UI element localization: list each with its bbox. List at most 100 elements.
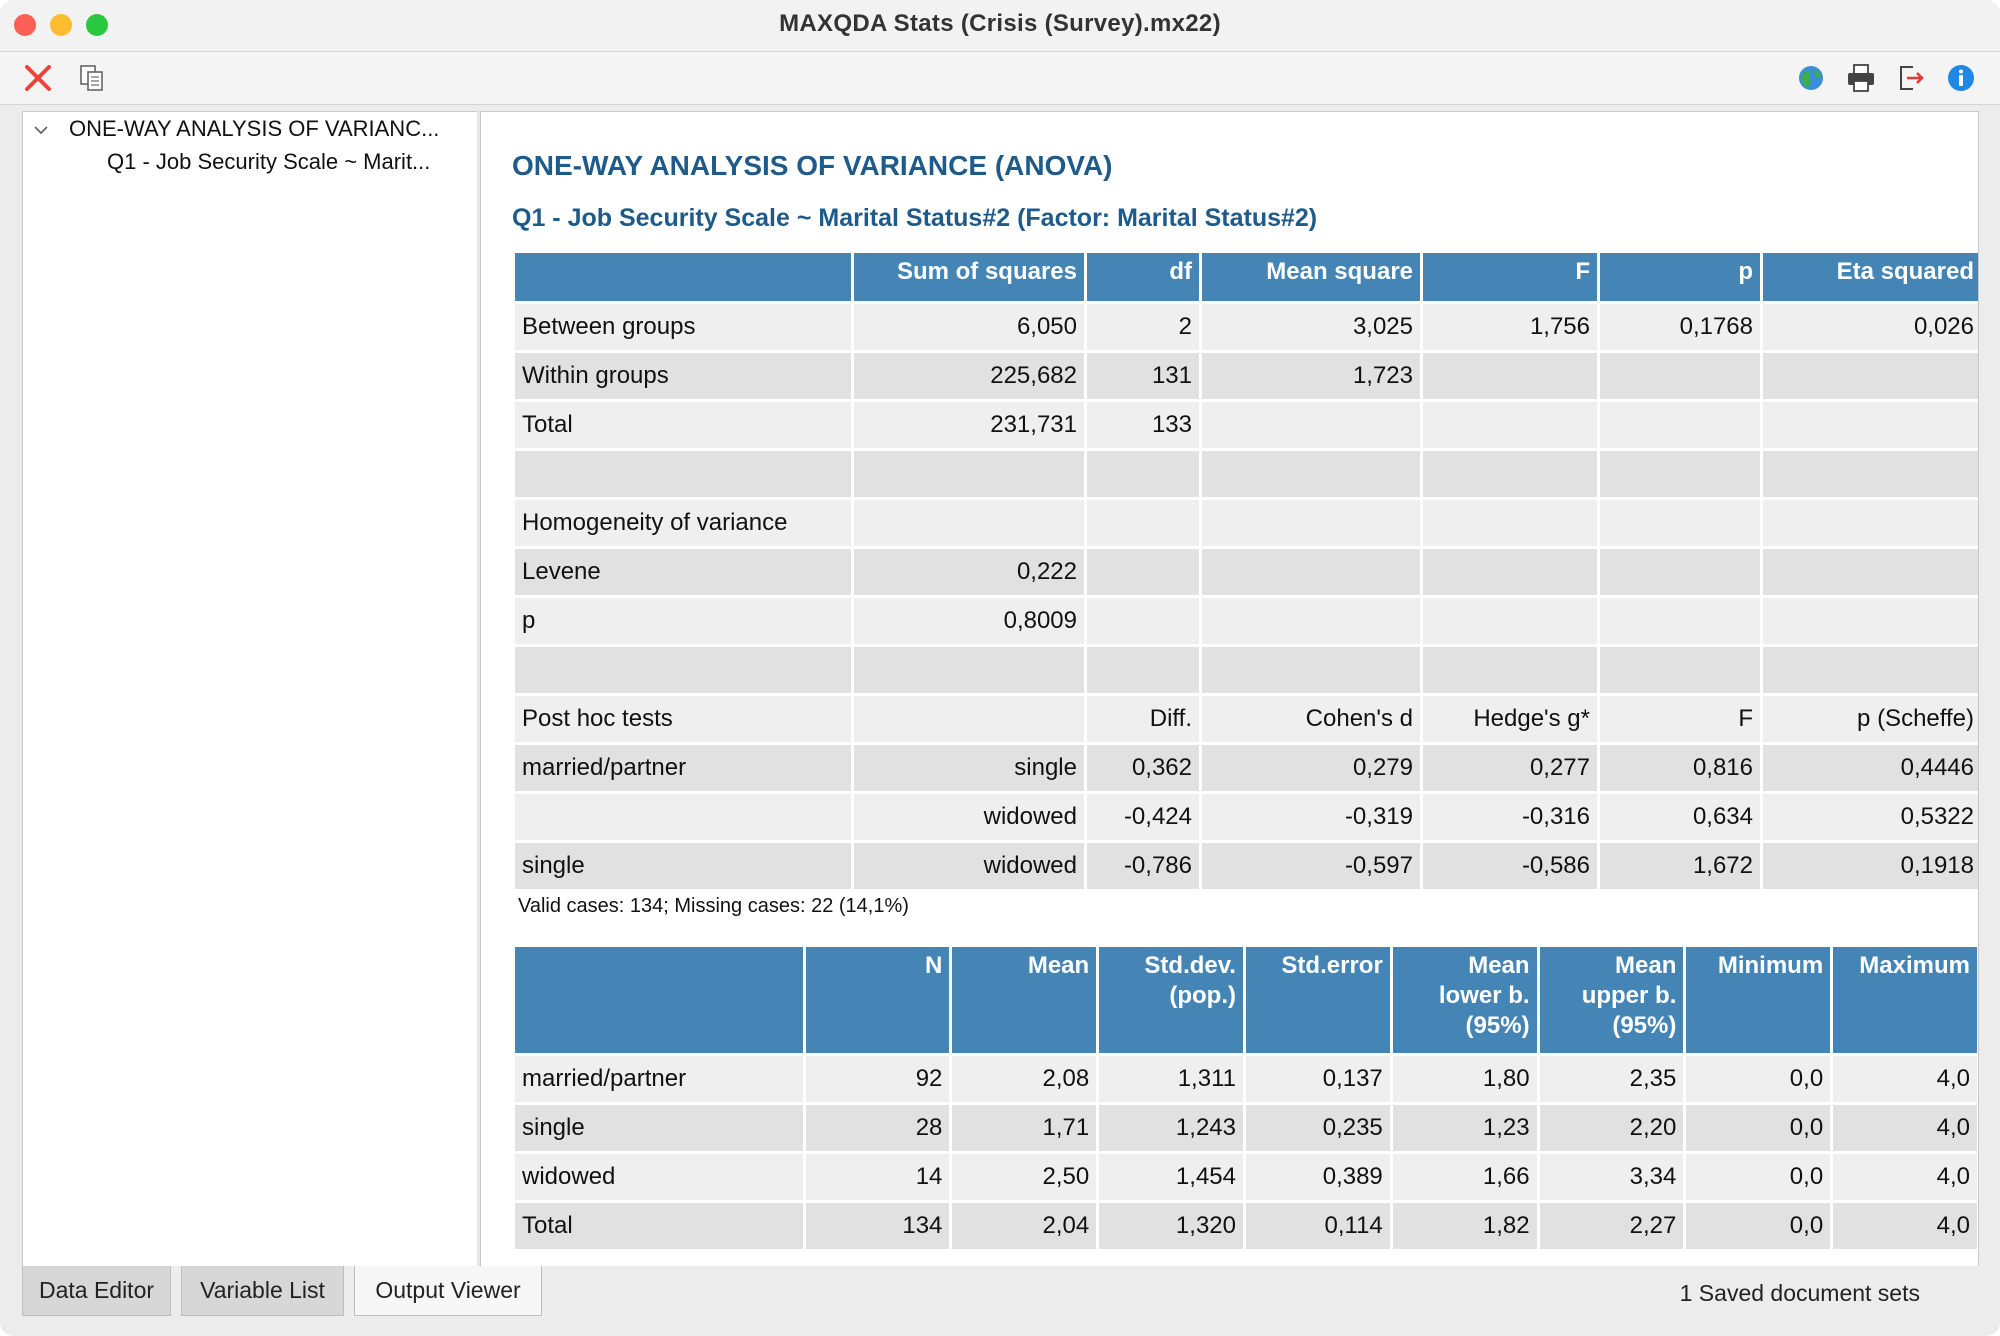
anova-cell [1423,353,1597,399]
anova-row: single widowed -0,786 -0,597 -0,586 1,672 0,19… [515,843,1978,889]
descriptives-cell: 28 [805,1105,950,1151]
cases-note: Valid cases: 134; Missing cases: 22 (14,… [518,895,909,917]
descriptives-header-cell: N [805,947,950,1053]
anova-row: Total 231,731 133 [515,402,1978,448]
anova-cell [1763,353,1978,399]
anova-cell [1087,647,1199,693]
anova-cell [1202,598,1420,644]
descriptives-header-cell: Mean upper b. (95%) [1539,947,1684,1053]
descriptives-cell: 4,0 [1833,1203,1977,1249]
anova-cell: Hedge's g* [1423,696,1597,742]
anova-cell [1600,402,1760,448]
descriptives-cell: 1,454 [1099,1154,1243,1200]
anova-row [515,451,1978,497]
tab-output-viewer[interactable]: Output Viewer [354,1266,542,1316]
descriptives-cell: 1,311 [1099,1056,1243,1102]
anova-cell: 1,756 [1423,304,1597,350]
descriptives-header-cell: Mean lower b. (95%) [1392,947,1537,1053]
anova-cell [1423,500,1597,546]
descriptives-header-cell: Std.error [1245,947,1390,1053]
anova-cell [515,647,851,693]
chevron-down-icon[interactable] [33,124,49,136]
header-line: (95%) [1465,1012,1530,1039]
anova-row: Homogeneity of variance [515,500,1978,546]
anova-cell [1202,451,1420,497]
anova-cell: 0,4446 [1763,745,1978,791]
anova-cell [1202,647,1420,693]
copy-icon[interactable] [76,62,108,94]
anova-cell [1600,549,1760,595]
anova-cell: 0,816 [1600,745,1760,791]
tree-item-child[interactable]: Q1 - Job Security Scale ~ Marit... [107,149,430,175]
anova-cell: -0,316 [1423,794,1597,840]
close-icon[interactable] [22,62,54,94]
window-zoom-button[interactable] [86,14,108,36]
tab-variable-list[interactable]: Variable List [181,1266,344,1316]
header-line: Maximum [1859,952,1970,979]
anova-row: p 0,8009 [515,598,1978,644]
descriptives-header-cell [515,947,803,1053]
anova-header-cell: F [1423,253,1597,301]
anova-cell [1600,451,1760,497]
anova-cell: 231,731 [854,402,1084,448]
print-icon[interactable] [1845,62,1877,94]
descriptives-header-row: N Mean Std.dev. (pop.) Std.error Mean lower b.… [515,947,1977,1053]
globe-icon[interactable] [1795,62,1827,94]
export-icon[interactable] [1895,62,1927,94]
anova-cell [1763,549,1978,595]
descriptives-cell: 0,137 [1245,1056,1390,1102]
anova-cell [1087,598,1199,644]
descriptives-cell: 0,0 [1686,1154,1831,1200]
report-title: ONE-WAY ANALYSIS OF VARIANCE (ANOVA) [512,150,1113,181]
header-line: Minimum [1717,952,1824,979]
window-close-button[interactable] [14,14,36,36]
anova-cell: -0,586 [1423,843,1597,889]
title-bar: MAXQDA Stats (Crisis (Survey).mx22) [0,0,2000,52]
anova-cell: 1,723 [1202,353,1420,399]
tab-data-editor[interactable]: Data Editor [22,1266,171,1316]
descriptives-cell: single [515,1105,803,1151]
anova-cell [854,451,1084,497]
anova-cell: -0,786 [1087,843,1199,889]
header-line: (pop.) [1169,982,1236,1009]
anova-cell [1763,647,1978,693]
anova-cell: 133 [1087,402,1199,448]
descriptives-cell: 0,0 [1686,1105,1831,1151]
anova-row: Between groups 6,050 2 3,025 1,756 0,1768 0,02… [515,304,1978,350]
descriptives-header-cell: Minimum [1686,947,1831,1053]
descriptives-cell: 14 [805,1154,950,1200]
descriptives-row: married/partner 92 2,08 1,311 0,137 1,80 2,35 0… [515,1056,1977,1102]
descriptives-cell: 2,50 [952,1154,1097,1200]
descriptives-cell: 0,389 [1245,1154,1390,1200]
descriptives-cell: 2,27 [1539,1203,1684,1249]
descriptives-table: N Mean Std.dev. (pop.) Std.error Mean lower b.… [512,944,1978,1252]
anova-cell [1423,647,1597,693]
anova-cell [1763,451,1978,497]
anova-cell: p [515,598,851,644]
anova-cell [1423,451,1597,497]
anova-cell: 0,1918 [1763,843,1978,889]
anova-row: Within groups 225,682 131 1,723 [515,353,1978,399]
anova-row: Levene 0,222 [515,549,1978,595]
bottom-tab-bar: Data Editor Variable List Output Viewer … [0,1266,2000,1336]
anova-cell: married/partner [515,745,851,791]
report-subtitle: Q1 - Job Security Scale ~ Marital Status… [512,204,1318,232]
anova-cell [1423,549,1597,595]
anova-cell [1600,500,1760,546]
descriptives-header-cell: Mean [952,947,1097,1053]
info-icon[interactable] [1945,62,1977,94]
anova-row: widowed -0,424 -0,319 -0,316 0,634 0,5322 [515,794,1978,840]
anova-cell: 0,8009 [854,598,1084,644]
descriptives-cell: 1,71 [952,1105,1097,1151]
anova-cell: Levene [515,549,851,595]
window-minimize-button[interactable] [50,14,72,36]
anova-cell [1763,598,1978,644]
anova-cell: 131 [1087,353,1199,399]
anova-cell [1600,647,1760,693]
descriptives-cell: 1,320 [1099,1203,1243,1249]
anova-cell: single [854,745,1084,791]
tree-child-label: Q1 - Job Security Scale ~ Marit... [107,149,431,174]
descriptives-cell: widowed [515,1154,803,1200]
anova-cell: 0,222 [854,549,1084,595]
